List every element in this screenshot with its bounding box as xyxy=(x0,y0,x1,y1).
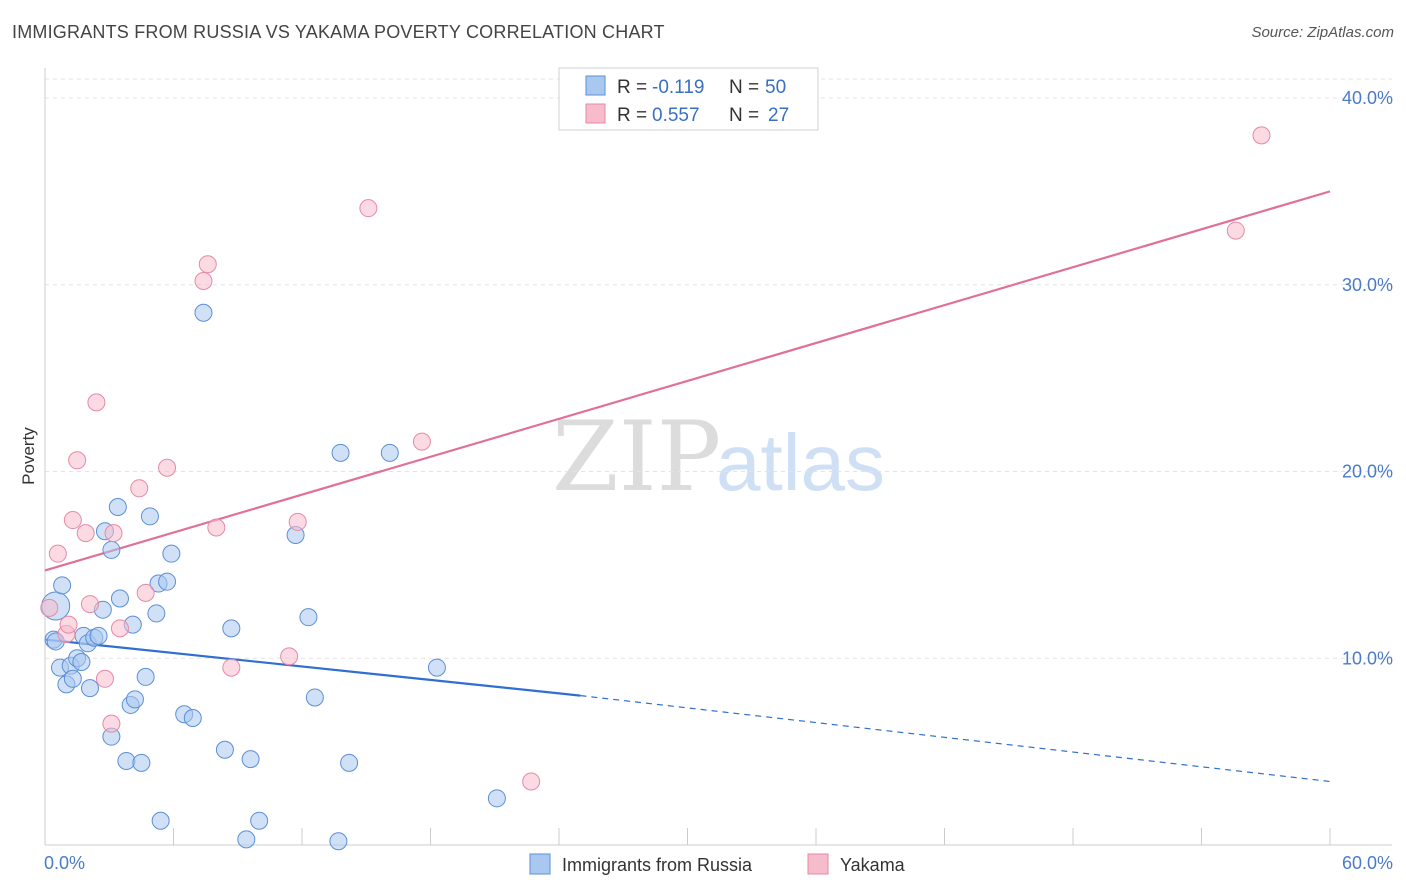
yakama-point-7 xyxy=(80,595,99,614)
yakama-point-19 xyxy=(222,658,241,677)
bottom-legend-swatch-russia xyxy=(529,853,551,875)
yakama-point-6 xyxy=(76,524,95,543)
x-tick-label-max: 60.0% xyxy=(1342,853,1393,873)
y-tick-labels: 10.0% 20.0% 30.0% 40.0% xyxy=(1342,88,1393,668)
bottom-legend: Immigrants from Russia Yakama xyxy=(529,853,906,875)
yakama-point-20 xyxy=(280,647,299,666)
x-tick-label-min: 0.0% xyxy=(44,853,85,873)
yakama-point-18 xyxy=(207,518,226,537)
russia-point-46 xyxy=(340,753,359,772)
watermark-atlas: atlas xyxy=(716,418,885,507)
russia-point-23 xyxy=(125,690,144,709)
yakama-point-26 xyxy=(1252,126,1271,145)
yakama-point-23 xyxy=(412,432,431,451)
russia-point-9 xyxy=(72,652,91,671)
yakama-point-24 xyxy=(522,772,541,791)
yakama-point-16 xyxy=(194,272,213,291)
y-tick-label-40: 40.0% xyxy=(1342,88,1393,108)
russia-point-36 xyxy=(215,740,234,759)
yakama-point-9 xyxy=(95,669,114,688)
russia-point-44 xyxy=(329,832,348,851)
yakama-point-8 xyxy=(87,393,106,412)
yakama-point-4 xyxy=(63,511,82,530)
legend-r-value-yakama: 0.557 xyxy=(652,105,700,126)
watermark-zip: ZIP xyxy=(552,401,721,513)
trend-lines xyxy=(44,190,1331,783)
yakama-point-22 xyxy=(359,199,378,218)
yakama-point-14 xyxy=(136,583,155,602)
russia-point-20 xyxy=(117,751,136,770)
russia-trend-line-extension xyxy=(580,695,1331,783)
russia-point-19 xyxy=(110,589,129,608)
source-label: Source: ZipAtlas.com xyxy=(1251,24,1394,41)
y-tick-label-20: 20.0% xyxy=(1342,462,1393,482)
russia-point-39 xyxy=(241,750,260,769)
y-tick-label-10: 10.0% xyxy=(1342,648,1393,668)
legend-r-label-russia: R = xyxy=(617,77,647,98)
legend-r-value-russia: -0.119 xyxy=(652,77,704,98)
yakama-point-15 xyxy=(158,458,177,477)
y-tick-label-30: 30.0% xyxy=(1342,275,1393,295)
yakama-point-11 xyxy=(104,524,123,543)
yakama-point-25 xyxy=(1226,221,1245,240)
russia-point-43 xyxy=(305,688,324,707)
yakama-point-12 xyxy=(110,619,129,638)
russia-point-25 xyxy=(132,753,151,772)
legend-r-label-yakama: R = xyxy=(617,105,647,126)
russia-point-45 xyxy=(331,443,350,462)
bottom-legend-label-yakama: Yakama xyxy=(840,855,906,875)
russia-point-28 xyxy=(147,604,166,623)
axes xyxy=(44,68,1392,846)
russia-point-49 xyxy=(487,789,506,808)
yakama-trend-line xyxy=(44,190,1331,572)
x-tick-labels: 0.0% 60.0% xyxy=(44,853,1393,873)
bottom-legend-label-russia: Immigrants from Russia xyxy=(562,855,753,875)
y-axis-title: Poverty xyxy=(19,427,38,485)
legend-swatch-russia xyxy=(585,75,606,96)
russia-point-38 xyxy=(237,830,256,849)
russia-point-40 xyxy=(250,811,269,830)
russia-point-30 xyxy=(151,811,170,830)
russia-point-37 xyxy=(222,619,241,638)
russia-point-42 xyxy=(299,608,318,627)
russia-point-12 xyxy=(80,679,99,698)
russia-point-47 xyxy=(380,443,399,462)
russia-point-26 xyxy=(136,667,155,686)
bottom-legend-swatch-yakama xyxy=(807,853,829,875)
yakama-point-1 xyxy=(48,544,67,563)
grid-lines xyxy=(45,78,1392,659)
russia-trend-line xyxy=(44,638,581,697)
legend-n-value-yakama: 27 xyxy=(768,105,789,126)
russia-point-17 xyxy=(102,540,121,559)
russia-point-3 xyxy=(53,576,72,595)
yakama-point-5 xyxy=(68,451,87,470)
russia-point-18 xyxy=(108,497,127,516)
yakama-point-3 xyxy=(59,615,78,634)
legend-swatch-yakama xyxy=(585,103,606,124)
yakama-point-21 xyxy=(288,512,307,531)
yakama-point-0 xyxy=(40,598,59,617)
russia-point-34 xyxy=(183,709,202,728)
russia-point-35 xyxy=(194,303,213,322)
legend-n-value-russia: 50 xyxy=(765,77,786,98)
chart-title: IMMIGRANTS FROM RUSSIA VS YAKAMA POVERTY… xyxy=(12,22,665,42)
russia-point-7 xyxy=(63,669,82,688)
legend: R = -0.119 N = 50 R = 0.557 N = 27 xyxy=(558,67,819,131)
yakama-point-13 xyxy=(130,479,149,498)
russia-point-32 xyxy=(162,544,181,563)
russia-point-31 xyxy=(158,572,177,591)
legend-n-label-russia: N = xyxy=(729,77,759,98)
data-points xyxy=(40,126,1271,851)
yakama-point-10 xyxy=(102,714,121,733)
legend-n-label-yakama: N = xyxy=(729,105,759,126)
yakama-point-17 xyxy=(198,255,217,274)
russia-point-27 xyxy=(140,507,159,526)
russia-point-48 xyxy=(427,658,446,677)
russia-point-14 xyxy=(89,626,108,645)
